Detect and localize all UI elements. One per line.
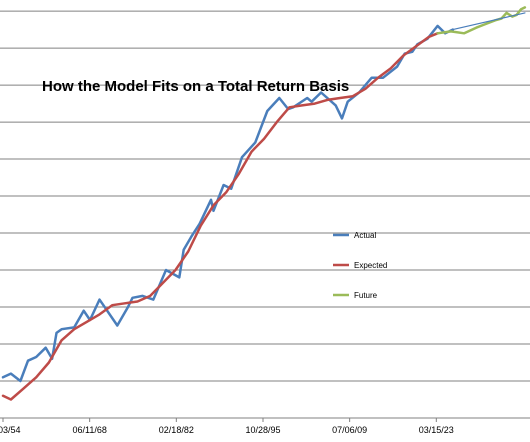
- legend: Actual Expected Future: [333, 231, 387, 300]
- x-axis-ticks: 10/03/54 06/11/68 02/18/82 10/28/95 07/06/09…: [0, 418, 454, 435]
- trend-connector-line: [452, 12, 526, 31]
- gridlines: [0, 10, 530, 382]
- x-tick-label: 10/28/95: [245, 425, 280, 435]
- x-tick-label: 02/18/82: [159, 425, 194, 435]
- x-tick-label: 10/03/54: [0, 425, 21, 435]
- series-lines: [1, 6, 527, 401]
- x-tick-label: 07/06/09: [332, 425, 367, 435]
- series-line-expected: [1, 32, 439, 401]
- legend-label-future: Future: [354, 291, 378, 300]
- legend-label-expected: Expected: [354, 261, 387, 270]
- chart-title: How the Model Fits on a Total Return Bas…: [42, 78, 349, 95]
- x-tick-label: 03/15/23: [419, 425, 454, 435]
- legend-label-actual: Actual: [354, 231, 376, 240]
- x-tick-label: 06/11/68: [72, 425, 106, 435]
